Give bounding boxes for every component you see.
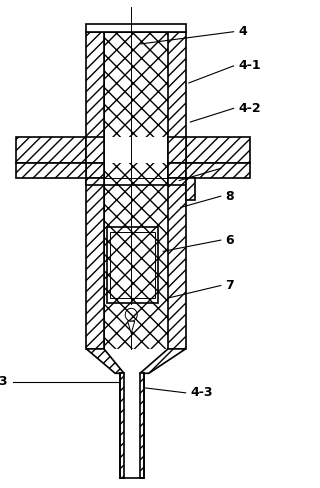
Text: 8: 8 (226, 190, 234, 203)
Polygon shape (86, 349, 124, 373)
Text: 4-2: 4-2 (238, 102, 261, 115)
Bar (168, 32, 186, 185)
Polygon shape (104, 349, 168, 373)
Bar (186, 178, 195, 200)
Text: 6: 6 (226, 234, 234, 246)
Text: 4-3: 4-3 (0, 375, 8, 388)
Bar (124, 373, 140, 478)
Bar (16, 137, 86, 163)
Bar (86, 24, 186, 32)
Text: 4-3: 4-3 (190, 386, 213, 399)
Bar (86, 32, 104, 185)
Bar (104, 137, 168, 163)
Bar (104, 178, 168, 349)
Bar (107, 227, 158, 303)
Bar (168, 178, 186, 349)
Bar (16, 163, 86, 178)
Bar (168, 137, 186, 163)
Polygon shape (125, 308, 137, 321)
Text: 7: 7 (226, 279, 234, 292)
Text: 4-1: 4-1 (238, 60, 261, 72)
Bar (120, 373, 124, 478)
Bar (86, 178, 104, 349)
Bar (140, 373, 144, 478)
Text: 4: 4 (238, 25, 247, 38)
Polygon shape (128, 321, 135, 333)
Bar (110, 232, 155, 298)
Polygon shape (140, 349, 186, 373)
Bar (186, 163, 250, 178)
Bar (86, 163, 104, 178)
Bar (168, 163, 186, 178)
Text: 5: 5 (226, 162, 234, 175)
Bar (186, 137, 250, 163)
Bar (86, 137, 104, 163)
Bar (104, 32, 168, 185)
